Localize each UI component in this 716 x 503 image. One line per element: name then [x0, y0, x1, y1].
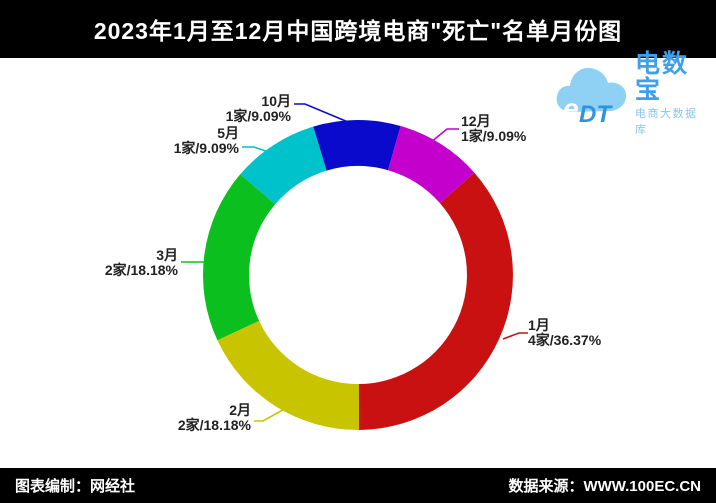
slice-label-value: 2家/18.18% — [104, 261, 178, 278]
title-bar: 2023年1月至12月中国跨境电商"死亡"名单月份图 — [0, 0, 716, 58]
slice-label-1月: 1月 4家/36.37% — [528, 318, 601, 348]
donut-slice-2月 — [217, 320, 359, 431]
donut-slice-3月 — [202, 174, 276, 341]
slice-label-5月: 5月 1家/9.09% — [174, 126, 239, 156]
footer-credit: 图表编制：网经社 — [15, 478, 136, 495]
logo-letters-dt: DT — [579, 101, 613, 126]
slice-label-3月: 3月 2家/18.18% — [105, 248, 178, 278]
slice-label-value: 2家/18.18% — [177, 416, 251, 433]
leader-line-5月 — [242, 146, 311, 167]
edt-cloud-icon: e DT — [553, 62, 633, 128]
edt-logo: e DT 电数宝 电商大数据库 — [553, 51, 708, 136]
leader-line-12月 — [424, 128, 459, 148]
footer-source: 数据来源：WWW.100EC.CN — [508, 478, 701, 495]
logo-brand-subtitle: 电商大数据库 — [635, 108, 698, 137]
footer-bar: 图表编制：网经社 数据来源：WWW.100EC.CN — [0, 468, 716, 503]
slice-label-month: 12月 — [461, 113, 491, 129]
slice-label-2月: 2月 2家/18.18% — [178, 403, 251, 433]
slice-label-value: 1家/9.09% — [225, 107, 291, 124]
slice-label-value: 4家/36.37% — [528, 331, 602, 348]
donut-slice-12月 — [388, 126, 475, 204]
leader-line-2月 — [254, 406, 289, 422]
slice-label-month: 2月 — [229, 402, 251, 418]
page-title: 2023年1月至12月中国跨境电商"死亡"名单月份图 — [93, 18, 623, 44]
leader-line-1月 — [502, 332, 528, 340]
slice-label-value: 1家/9.09% — [173, 139, 239, 156]
donut-slice-5月 — [240, 126, 327, 205]
slice-label-month: 3月 — [156, 247, 178, 263]
logo-letter-e: e — [563, 93, 579, 124]
leader-line-10月 — [294, 103, 349, 123]
slice-label-12月: 12月 1家/9.09% — [461, 114, 526, 144]
slice-label-month: 1月 — [528, 317, 550, 333]
slice-label-month: 10月 — [261, 93, 291, 109]
slice-label-value: 1家/9.09% — [461, 127, 527, 144]
donut-slice-1月 — [358, 172, 513, 430]
slice-label-month: 5月 — [217, 125, 239, 141]
logo-brand-name: 电数宝 — [635, 49, 690, 104]
donut-slice-10月 — [313, 120, 401, 171]
slice-label-10月: 10月 1家/9.09% — [226, 94, 291, 124]
